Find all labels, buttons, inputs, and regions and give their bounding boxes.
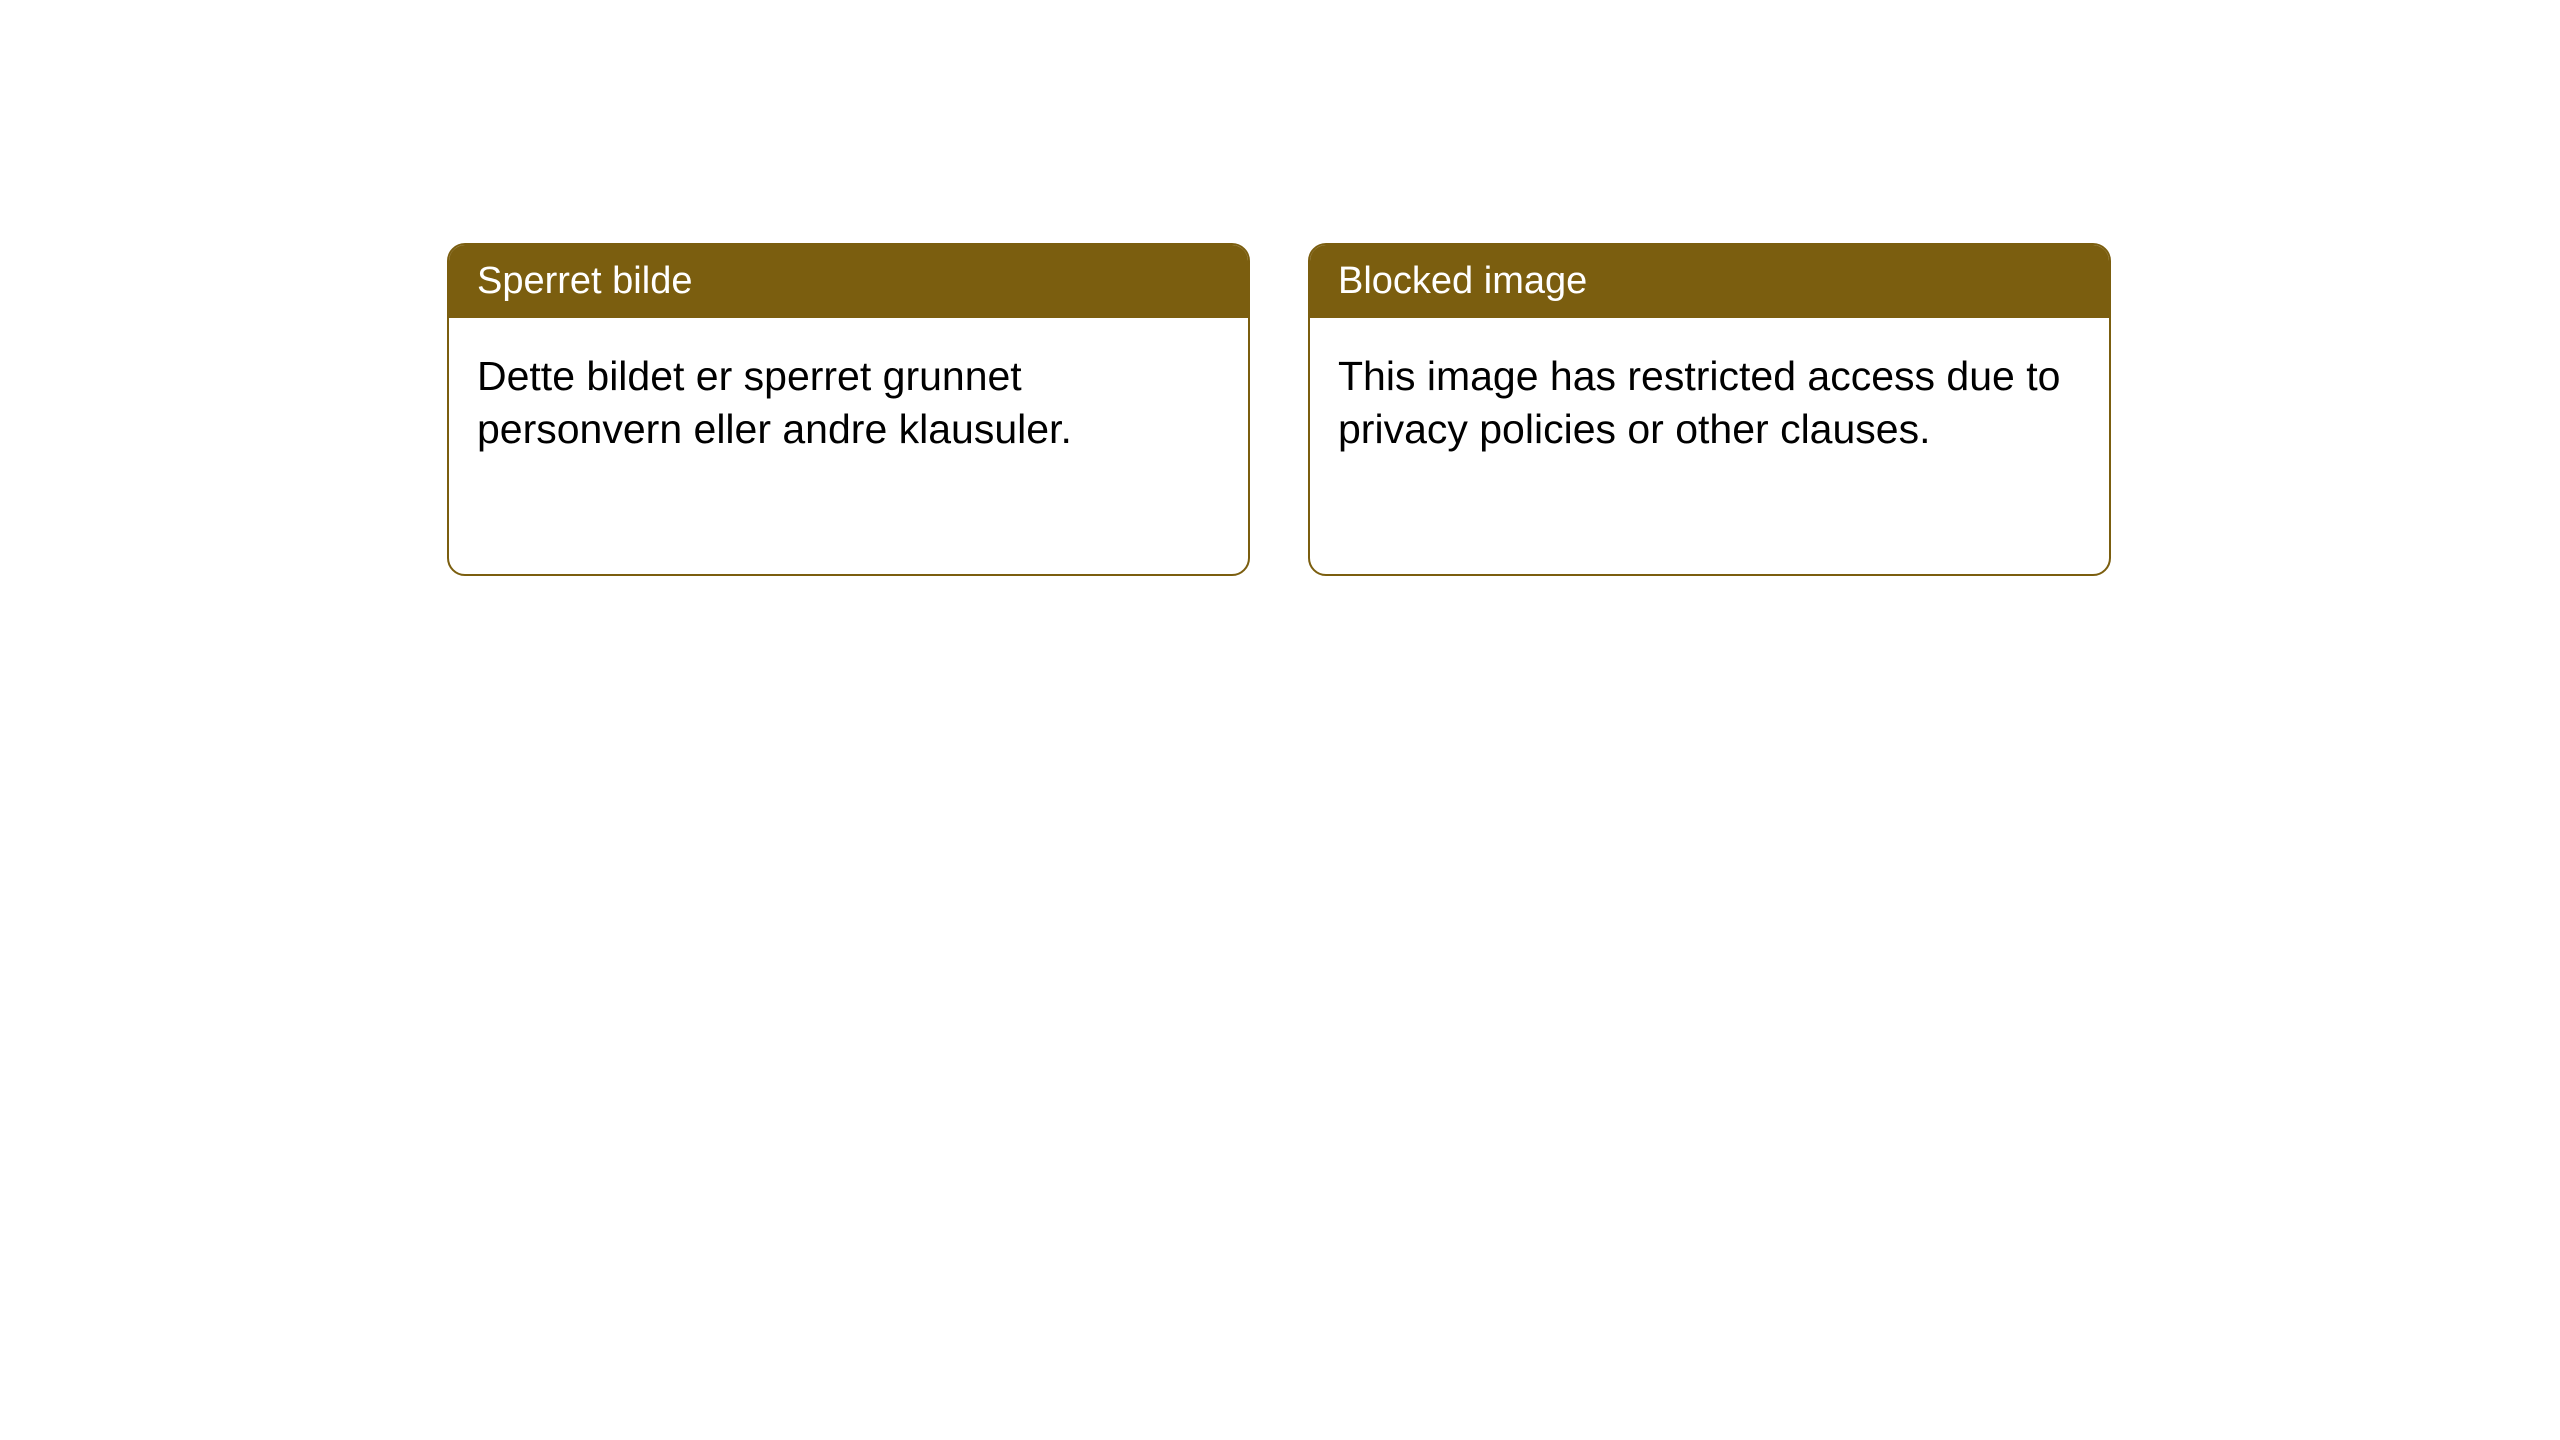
card-header: Blocked image xyxy=(1310,245,2109,318)
card-title: Sperret bilde xyxy=(477,260,692,302)
notice-card-english: Blocked image This image has restricted … xyxy=(1308,243,2111,576)
card-body-text: Dette bildet er sperret grunnet personve… xyxy=(477,353,1072,451)
card-body: Dette bildet er sperret grunnet personve… xyxy=(449,318,1248,487)
notice-cards-container: Sperret bilde Dette bildet er sperret gr… xyxy=(447,243,2111,576)
notice-card-norwegian: Sperret bilde Dette bildet er sperret gr… xyxy=(447,243,1250,576)
card-body: This image has restricted access due to … xyxy=(1310,318,2109,487)
card-body-text: This image has restricted access due to … xyxy=(1338,353,2060,451)
card-header: Sperret bilde xyxy=(449,245,1248,318)
card-title: Blocked image xyxy=(1338,260,1587,302)
